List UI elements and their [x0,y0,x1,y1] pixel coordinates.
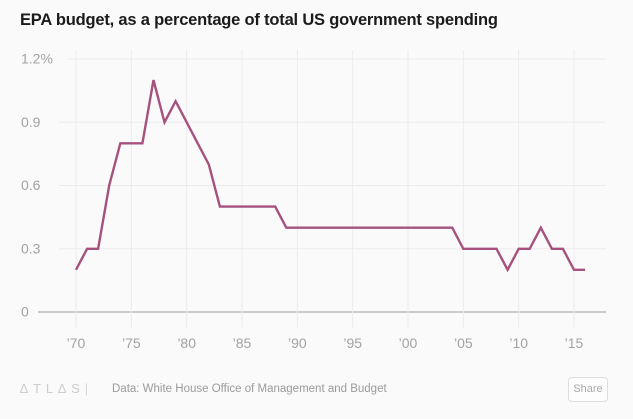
chart-title: EPA budget, as a percentage of total US … [20,11,498,29]
atlas-logo-text: ∆TL∆S [20,381,85,396]
x-tick-label: ’90 [288,335,307,351]
atlas-logo: ∆TL∆S| [20,381,93,396]
y-tick-label: 0 [21,304,29,320]
x-tick-label: ’70 [67,335,86,351]
y-tick-label: 0.6 [21,177,41,193]
x-tick-label: ’85 [233,335,252,351]
x-tick-label: ’10 [509,335,528,351]
y-tick-label: 0.3 [21,240,41,256]
y-tick-label: 1.2% [21,51,53,67]
x-tick-label: ’95 [343,335,362,351]
x-tick-label: ’80 [177,335,196,351]
epa-budget-line [74,79,586,273]
x-tick-label: ’75 [122,335,141,351]
data-source-credit: Data: White House Office of Management a… [112,383,387,395]
y-tick-label: 0.9 [21,114,41,130]
atlas-logo-separator: | [84,381,94,396]
x-tick-label: ’05 [454,335,473,351]
x-tick-label: ’15 [565,335,584,351]
share-button[interactable]: Share [568,377,608,402]
x-tick-label: ’00 [399,335,418,351]
